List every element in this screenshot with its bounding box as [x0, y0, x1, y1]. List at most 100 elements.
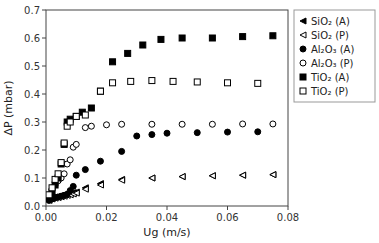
point	[179, 174, 185, 180]
point	[149, 78, 155, 84]
point	[67, 119, 73, 125]
point	[88, 123, 94, 129]
point	[149, 132, 155, 138]
point	[104, 122, 110, 128]
point	[209, 173, 215, 179]
point	[149, 175, 155, 181]
x-tick	[167, 206, 168, 210]
point	[49, 185, 55, 191]
x-tick-label: 0.04	[156, 212, 178, 223]
point	[73, 141, 79, 147]
point	[119, 176, 125, 182]
point	[149, 121, 155, 127]
point	[110, 80, 116, 86]
point	[255, 80, 261, 86]
x-tick	[227, 206, 228, 210]
y-tick-label: 0.1	[24, 173, 40, 184]
point	[119, 148, 125, 154]
x-tick	[46, 206, 47, 210]
point	[55, 171, 61, 177]
y-tick-label: 0.3	[24, 117, 40, 128]
y-tick-label: 0.7	[24, 5, 40, 16]
legend-marker	[300, 32, 306, 38]
point	[88, 105, 94, 111]
point	[82, 167, 88, 173]
series	[46, 121, 276, 198]
y-tick	[42, 94, 46, 95]
point	[140, 42, 146, 48]
x-tick-label: 0.08	[277, 212, 299, 223]
point	[82, 112, 88, 118]
point	[225, 80, 231, 86]
legend-marker	[300, 46, 306, 52]
y-tick	[42, 10, 46, 11]
point	[73, 172, 79, 178]
point	[270, 172, 276, 178]
y-tick	[42, 38, 46, 39]
series	[46, 78, 261, 198]
point	[97, 88, 103, 94]
background	[0, 0, 379, 243]
point	[170, 78, 176, 84]
point	[158, 36, 164, 42]
y-tick-label: 0.6	[24, 33, 40, 44]
point	[82, 186, 88, 192]
plot-frame	[46, 10, 288, 206]
point	[128, 78, 134, 84]
point	[125, 50, 131, 56]
point	[194, 130, 200, 136]
y-tick-label: 0.0	[24, 201, 40, 212]
point	[61, 140, 67, 146]
legend-label: SiO₂ (A)	[311, 16, 350, 27]
legend-label: SiO₂ (P)	[311, 30, 349, 41]
point	[209, 121, 215, 127]
point	[270, 33, 276, 39]
point	[270, 121, 276, 127]
x-tick-label: 0.06	[216, 212, 238, 223]
point	[240, 34, 246, 40]
point	[134, 133, 140, 139]
point	[67, 157, 73, 163]
point	[240, 172, 246, 178]
legend-box	[294, 10, 375, 102]
point	[61, 171, 67, 177]
series	[46, 129, 261, 204]
point	[46, 192, 52, 198]
legend-marker	[300, 60, 306, 66]
series	[46, 33, 276, 201]
x-tick	[288, 206, 289, 210]
point	[58, 160, 64, 166]
y-tick-label: 0.2	[24, 145, 40, 156]
legend-label: TiO₂ (A)	[310, 72, 349, 83]
x-tick-label: 0.02	[95, 212, 117, 223]
y-tick	[42, 66, 46, 67]
point	[119, 177, 125, 183]
y-axis-label: ΔP (mbar)	[2, 80, 15, 135]
point	[179, 35, 185, 41]
point	[149, 175, 155, 181]
y-tick	[42, 122, 46, 123]
point	[70, 183, 76, 189]
point	[179, 121, 185, 127]
series	[46, 172, 276, 202]
legend-marker	[300, 18, 306, 24]
point	[194, 79, 200, 85]
point	[73, 113, 79, 119]
y-tick	[42, 150, 46, 151]
chart: 0.000.020.040.060.080.00.10.20.30.40.50.…	[0, 0, 379, 243]
point	[225, 129, 231, 135]
point	[97, 182, 103, 188]
point	[73, 113, 79, 119]
point	[73, 190, 79, 196]
y-tick-label: 0.4	[24, 89, 40, 100]
point	[240, 172, 246, 178]
y-tick	[42, 206, 46, 207]
legend: SiO₂ (A) SiO₂ (P) Al₂O₃ (A) Al₂O₃ (P) TiO₂ (…	[294, 10, 375, 102]
point	[46, 192, 52, 198]
x-tick	[106, 206, 107, 210]
point	[179, 174, 185, 180]
plot-area	[46, 33, 276, 204]
legend-label: Al₂O₃ (A)	[311, 44, 354, 55]
legend-label: Al₂O₃ (P)	[311, 58, 354, 69]
point	[110, 59, 116, 65]
